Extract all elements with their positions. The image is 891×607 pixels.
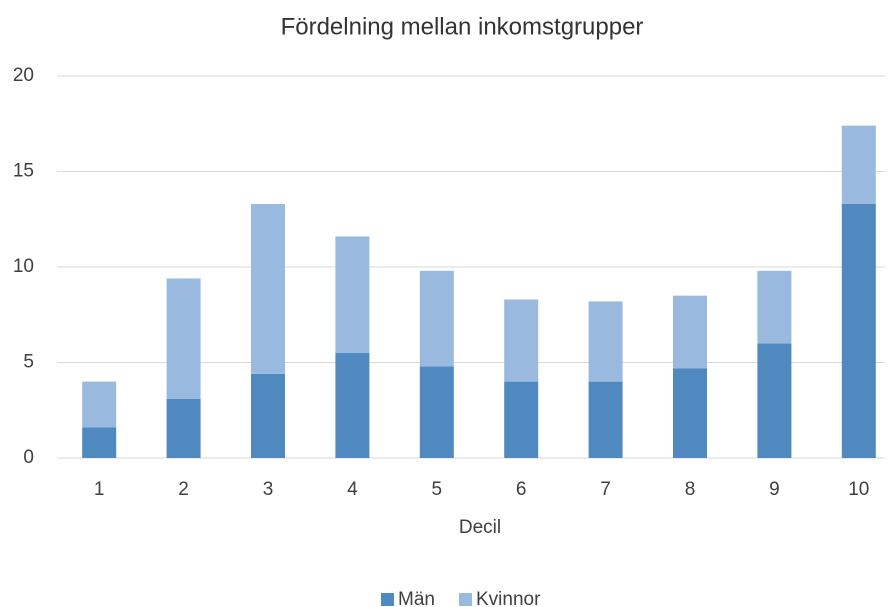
y-tick-label: 5 xyxy=(23,352,34,373)
y-tick-label: 0 xyxy=(23,447,34,468)
legend-label: Kvinnor xyxy=(476,589,541,607)
bar-segment xyxy=(673,295,707,369)
bar-segment xyxy=(166,278,201,399)
y-tick-label: 10 xyxy=(13,256,34,277)
bar-segment xyxy=(166,398,201,458)
legend-label: Män xyxy=(398,589,435,607)
bar-segment xyxy=(82,381,117,428)
x-tick-label: 1 xyxy=(94,479,105,500)
x-tick-label: 4 xyxy=(347,479,358,500)
x-tick-label: 10 xyxy=(848,479,869,500)
y-tick-label: 15 xyxy=(13,161,34,182)
bar-segment xyxy=(419,366,454,458)
x-tick-label: 9 xyxy=(769,479,780,500)
bar-segment xyxy=(588,381,623,458)
bar-segment xyxy=(588,301,623,382)
bar-segment xyxy=(841,203,876,458)
x-tick-label: 7 xyxy=(600,479,611,500)
legend-swatch xyxy=(381,593,394,606)
bar-segment xyxy=(757,270,792,344)
bar-segment xyxy=(82,427,117,458)
x-tick-label: 8 xyxy=(685,479,696,500)
bar-segment xyxy=(419,270,454,367)
y-tick-label: 20 xyxy=(13,65,34,86)
bar-segment xyxy=(251,373,285,458)
x-tick-label: 5 xyxy=(432,479,443,500)
x-axis-label: Decil xyxy=(459,517,501,538)
chart-title: Fördelning mellan inkomstgrupper xyxy=(281,13,644,40)
x-tick-label: 2 xyxy=(178,479,189,500)
bar-segment xyxy=(757,343,792,458)
x-tick-label: 3 xyxy=(263,479,274,500)
bar-segment xyxy=(841,125,876,204)
bar-segment xyxy=(335,352,370,458)
legend-swatch xyxy=(459,593,472,606)
bar-segment xyxy=(504,299,539,382)
bar-segment xyxy=(504,381,539,458)
x-tick-label: 6 xyxy=(516,479,527,500)
bar-segment xyxy=(335,236,370,353)
bar-segment xyxy=(251,203,285,374)
bar-segment xyxy=(673,368,707,458)
